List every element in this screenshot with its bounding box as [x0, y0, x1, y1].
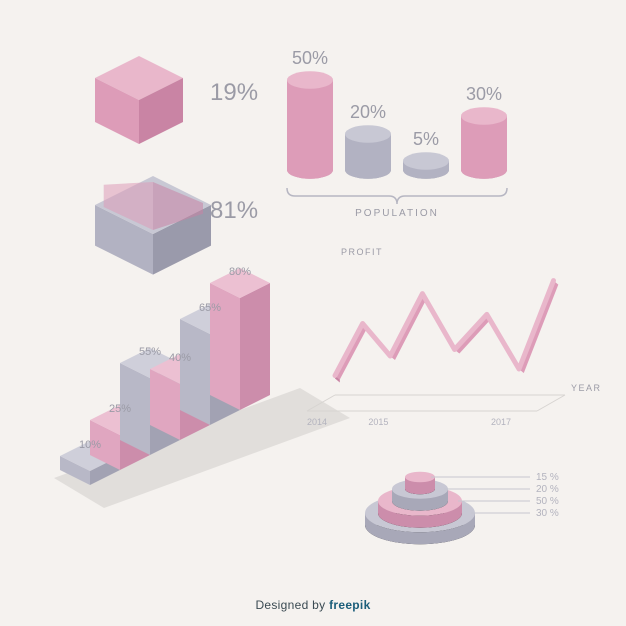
svg-text:20%: 20% [350, 102, 386, 122]
svg-text:50%: 50% [292, 48, 328, 68]
open-box-stat [95, 176, 211, 275]
cube-stat [95, 56, 183, 144]
svg-text:2015: 2015 [368, 417, 388, 427]
svg-text:YEAR: YEAR [571, 383, 602, 393]
svg-text:55%: 55% [139, 346, 161, 358]
svg-text:80%: 80% [229, 266, 251, 278]
svg-text:2014: 2014 [307, 417, 327, 427]
svg-text:30%: 30% [466, 84, 502, 104]
svg-text:POPULATION: POPULATION [355, 208, 439, 219]
attribution-brand: freepik [329, 598, 370, 612]
attribution-prefix: Designed by [255, 598, 329, 612]
stacked-disc-chart [365, 472, 530, 544]
svg-text:50 %: 50 % [536, 496, 559, 507]
svg-text:PROFIT: PROFIT [341, 247, 383, 257]
svg-text:81%: 81% [210, 197, 258, 224]
svg-text:5%: 5% [413, 129, 439, 149]
svg-text:20 %: 20 % [536, 484, 559, 495]
attribution: Designed by freepik [0, 598, 626, 612]
profit-line-chart [307, 281, 565, 411]
svg-text:25%: 25% [109, 403, 131, 415]
svg-text:10%: 10% [79, 439, 101, 451]
svg-text:2017: 2017 [491, 417, 511, 427]
infographic-stage: 19% 81% 50% 20% 5% 30% POPULATION 10% 25% 55% 40% 6… [0, 0, 626, 626]
svg-text:65%: 65% [199, 302, 221, 314]
svg-text:19%: 19% [210, 79, 258, 106]
svg-text:15 %: 15 % [536, 472, 559, 483]
svg-text:30 %: 30 % [536, 508, 559, 519]
svg-text:40%: 40% [169, 352, 191, 364]
